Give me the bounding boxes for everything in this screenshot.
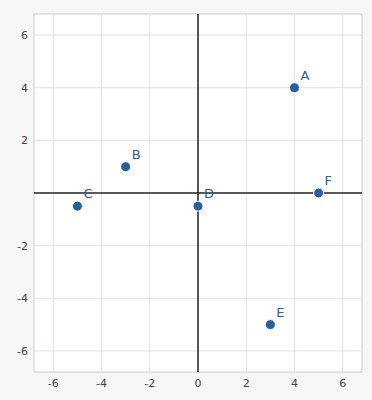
points: [72, 83, 323, 330]
y-tick-label: -4: [17, 292, 28, 305]
point: [121, 162, 131, 172]
y-tick-label: 6: [21, 29, 28, 42]
point-label: B: [132, 147, 141, 162]
grid-line-x: [198, 14, 199, 372]
point: [193, 201, 203, 211]
y-tick-label: 4: [21, 82, 28, 95]
point-label: E: [276, 305, 284, 320]
x-tick-label: -6: [48, 377, 59, 390]
chart-root: -6 -4 -2 0 2 4 6 -6 -4 -2 2 4 6 A B C D E F: [0, 0, 372, 400]
point-label: D: [204, 186, 214, 201]
point: [289, 83, 299, 93]
point-label: A: [300, 68, 309, 83]
point-labels: A B C D E F: [83, 68, 332, 320]
point: [314, 188, 324, 198]
y-tick-label: 2: [21, 134, 28, 147]
x-tick-label: -4: [96, 377, 107, 390]
y-axis-line: [197, 14, 199, 372]
x-tick-label: 2: [243, 377, 250, 390]
point: [72, 201, 82, 211]
x-tick-label: 4: [291, 377, 298, 390]
point-label: C: [83, 186, 92, 201]
chart-svg: -6 -4 -2 0 2 4 6 -6 -4 -2 2 4 6 A B C D E F: [0, 0, 372, 400]
y-tick-label: -6: [17, 345, 28, 358]
point: [265, 320, 275, 330]
x-tick-label: 0: [195, 377, 202, 390]
y-tick-label: -2: [17, 240, 28, 253]
grid: [34, 14, 362, 372]
point-label: F: [325, 173, 332, 188]
x-tick-label: 6: [339, 377, 346, 390]
plot-frame: [34, 14, 362, 372]
x-tick-label: -2: [144, 377, 155, 390]
